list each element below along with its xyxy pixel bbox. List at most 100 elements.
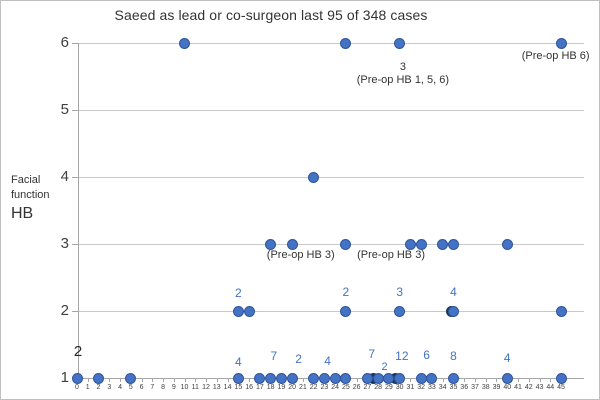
x-tick-label: 40 (503, 384, 512, 391)
data-point (394, 305, 406, 317)
data-point (555, 37, 567, 49)
x-axis-tick (227, 379, 229, 382)
x-axis-tick (152, 379, 154, 382)
x-tick-label: 3 (107, 384, 112, 391)
data-point (415, 372, 427, 384)
data-point (555, 372, 567, 384)
data-point (447, 238, 459, 250)
count-label: 2 (73, 343, 83, 360)
count-label: 8 (450, 349, 457, 363)
count-label: 7 (368, 347, 376, 361)
x-tick-label: 17 (255, 384, 264, 391)
count-label: 6 (423, 348, 430, 362)
x-tick-label: 22 (309, 384, 318, 391)
y-tick-label: 4 (60, 168, 69, 185)
y-axis-line (78, 43, 79, 379)
x-tick-label: 5 (128, 384, 133, 391)
x-tick-label: 15 (234, 384, 243, 391)
x-axis-tick (216, 379, 218, 382)
y-axis-tick (72, 43, 78, 44)
x-tick-label: 21 (298, 384, 307, 391)
data-point (437, 238, 449, 250)
x-tick-label: 20 (288, 384, 296, 391)
y-axis-tick (72, 110, 78, 111)
x-tick-label: 12 (202, 384, 210, 391)
count-label: 12 (395, 349, 409, 363)
x-tick-label: 29 (385, 384, 393, 391)
x-tick-label: 11 (191, 384, 199, 391)
data-point (501, 372, 513, 384)
data-point (361, 372, 373, 384)
count-label: 7 (270, 349, 278, 363)
x-axis-tick (195, 379, 197, 382)
data-point (308, 372, 320, 384)
x-tick-label: 18 (266, 384, 275, 391)
annotation: (Pre-op HB 1, 5, 6) (356, 74, 450, 86)
annotation: (Pre-op HB 3) (266, 249, 335, 261)
data-point (340, 305, 352, 317)
gridline-hb-5 (78, 110, 584, 111)
data-point (93, 372, 104, 384)
data-point (232, 372, 244, 384)
gridline-hb-2 (78, 311, 584, 312)
x-tick-label: 32 (417, 384, 426, 391)
count-label: 4 (324, 354, 331, 368)
data-point (447, 372, 459, 384)
x-axis-tick (206, 379, 208, 382)
x-tick-label: 7 (150, 384, 155, 391)
x-axis-tick (163, 379, 165, 382)
x-tick-label: 8 (161, 384, 165, 391)
x-axis-tick (302, 379, 304, 382)
x-tick-label: 34 (438, 384, 447, 391)
y-axis-title-hb: HB (11, 205, 34, 222)
x-tick-label: 16 (245, 384, 253, 391)
x-tick-label: 1 (85, 384, 90, 391)
x-tick-label: 14 (223, 384, 232, 391)
data-point (254, 372, 266, 384)
y-tick-label: 2 (60, 302, 69, 319)
data-point (372, 372, 384, 384)
data-point (426, 372, 438, 384)
x-tick-label: 35 (449, 384, 458, 391)
count-label: 2 (381, 361, 388, 373)
x-axis-tick (539, 379, 541, 382)
y-axis-title-line2: function (11, 189, 50, 201)
y-tick-label: 5 (60, 101, 69, 118)
x-tick-label: 6 (139, 384, 144, 391)
x-axis-tick (485, 379, 487, 382)
x-tick-label: 36 (460, 384, 469, 391)
x-axis-tick (141, 379, 143, 382)
y-tick-label: 1 (60, 369, 69, 386)
chart-title: Saeed as lead or co-surgeon last 95 of 3… (114, 7, 428, 23)
data-point (265, 238, 277, 250)
x-tick-label: 23 (320, 384, 329, 391)
x-tick-label: 2 (96, 384, 101, 391)
x-tick-label: 24 (331, 384, 340, 391)
x-axis-tick (517, 379, 519, 382)
data-point (275, 372, 287, 384)
annotation: (Pre-op HB 6) (521, 50, 590, 62)
x-tick-label: 41 (514, 384, 522, 391)
x-tick-label: 39 (492, 384, 501, 391)
data-point (232, 305, 244, 317)
x-axis-tick (184, 379, 186, 382)
x-axis-tick (120, 379, 122, 382)
y-tick-label: 6 (60, 34, 69, 51)
x-tick-label: 13 (212, 384, 221, 391)
data-point (394, 372, 406, 384)
x-tick-label: 43 (535, 384, 544, 391)
x-axis-tick (464, 379, 466, 382)
data-point (555, 305, 567, 317)
data-point (447, 305, 459, 317)
x-tick-label: 45 (557, 384, 565, 391)
annotation: 3 (399, 61, 406, 73)
data-point (286, 238, 298, 250)
count-label: 4 (234, 355, 242, 369)
x-tick-label: 44 (546, 384, 555, 391)
data-point (308, 171, 320, 183)
count-label: 4 (450, 285, 457, 299)
x-tick-label: 33 (428, 384, 436, 391)
y-axis-tick (72, 311, 78, 312)
x-axis-tick (442, 379, 444, 382)
